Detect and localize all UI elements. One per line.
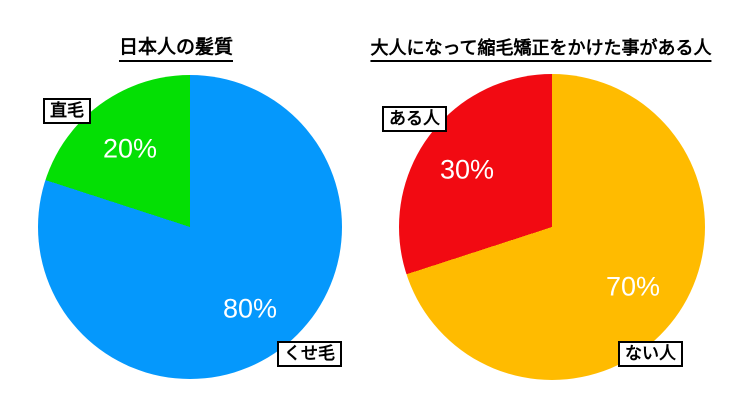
slice-percent-no-experience: 70%: [605, 271, 661, 302]
chart-title-hair-type: 日本人の髪質: [118, 37, 234, 62]
chart-title-straightening-experience: 大人になって縮毛矯正をかけた事がある人: [370, 38, 712, 62]
slice-percent-has-experience: 30%: [439, 154, 495, 185]
pie-hair-type: [38, 75, 342, 379]
slice-percent-straight-hair: 20%: [102, 133, 158, 164]
slice-callout-no-experience: ない人: [618, 341, 683, 368]
slice-callout-wavy-hair: くせ毛: [277, 341, 342, 368]
slice-percent-wavy-hair: 80%: [222, 293, 278, 324]
pie-straightening-experience: [399, 74, 705, 380]
slice-callout-straight-hair: 直毛: [43, 98, 91, 125]
slice-callout-has-experience: ある人: [382, 106, 447, 133]
